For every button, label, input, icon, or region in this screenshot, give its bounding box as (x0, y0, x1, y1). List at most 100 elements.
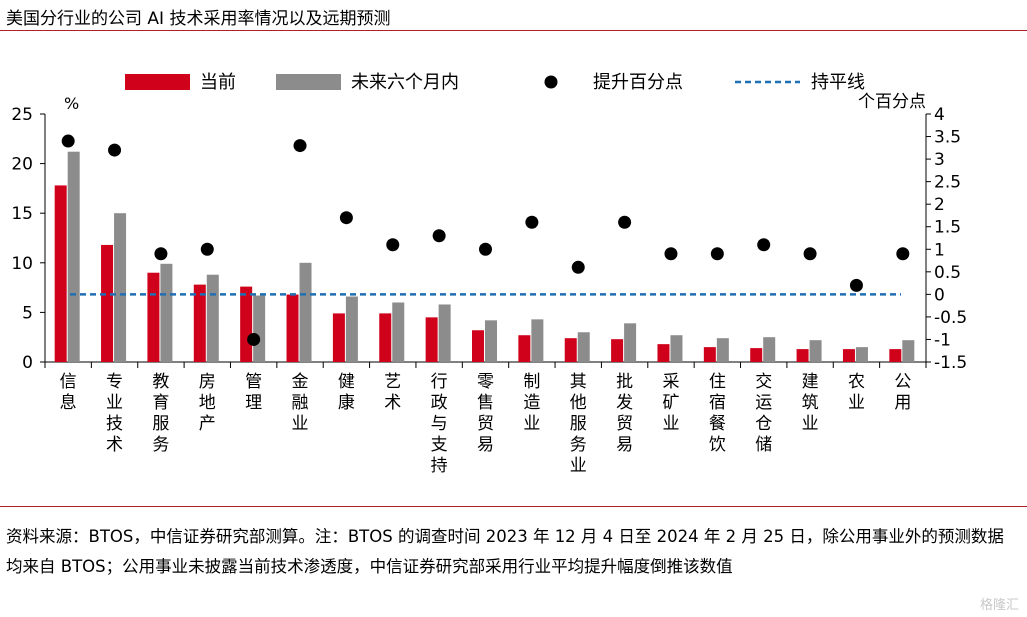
x-tick-label: 息 (60, 393, 77, 413)
x-tick-label: 地 (199, 393, 216, 413)
x-tick-label: 仓 (755, 414, 772, 434)
plot-area (54, 134, 915, 362)
bar-next-6-months (299, 262, 312, 362)
point-increase (61, 134, 75, 148)
bar-next-6-months (206, 274, 219, 362)
x-tick-label: 与 (431, 414, 448, 434)
x-tick-label: 矿 (662, 393, 679, 413)
legend-marker-increase (544, 75, 558, 89)
point-increase (525, 215, 539, 229)
point-increase (339, 211, 353, 225)
x-tick-label: 储 (755, 435, 772, 455)
bar-next-6-months (716, 338, 729, 362)
bar-next-6-months (902, 340, 915, 362)
footer-rule (0, 506, 1027, 507)
point-increase (803, 247, 817, 261)
point-increase (108, 143, 122, 157)
x-tick-label: 支 (431, 435, 448, 455)
legend-label-increase: 提升百分点 (593, 72, 683, 93)
x-tick-label: 餐 (709, 414, 726, 434)
point-increase (293, 139, 307, 153)
y-tick-label-right: -0.5 (934, 308, 967, 328)
bar-current (611, 339, 624, 362)
x-tick-label: 业 (523, 414, 540, 434)
y-tick-label-left: 10 (11, 254, 33, 274)
point-increase (154, 247, 168, 261)
y-axis-label-left: % (64, 94, 79, 113)
point-increase (479, 242, 492, 256)
x-tick-label: 制 (523, 372, 540, 392)
y-tick-label-right: 4 (934, 105, 945, 125)
x-tick-label: 交 (755, 372, 772, 392)
point-increase (664, 247, 678, 261)
x-tick-label: 行 (431, 372, 448, 392)
x-tick-label: 服 (152, 414, 169, 434)
x-tick-label: 采 (662, 372, 679, 392)
bar-next-6-months (855, 347, 868, 362)
x-tick-label: 他 (570, 393, 587, 413)
x-tick-label: 业 (292, 414, 309, 434)
bar-next-6-months (67, 151, 80, 362)
x-tick-label: 融 (292, 393, 309, 413)
x-tick-label: 零 (477, 372, 494, 392)
y-tick-label-right: 0.5 (934, 263, 961, 283)
x-tick-label: 管 (245, 372, 262, 392)
x-tick-label: 住 (709, 372, 726, 392)
bar-next-6-months (392, 302, 405, 362)
point-increase (386, 238, 400, 252)
source-note: 资料来源：BTOS，中信证券研究部测算。注：BTOS 的调查时间 2023 年 … (6, 527, 1004, 576)
point-increase (849, 278, 863, 292)
x-tick-label: 艺 (384, 372, 401, 392)
y-tick-label-right: 2.5 (934, 173, 961, 193)
y-tick-label-left: 15 (11, 204, 33, 224)
x-tick-label: 务 (152, 435, 169, 455)
x-tick-label: 持 (431, 456, 448, 476)
y-tick-label-right: 1.5 (934, 218, 961, 238)
bar-next-6-months (438, 304, 451, 362)
bar-next-6-months (763, 337, 776, 362)
x-tick-label: 业 (570, 456, 587, 476)
x-tick-label: 金 (292, 372, 309, 392)
x-tick-label: 育 (152, 393, 169, 413)
chart: 当前 未来六个月内 提升百分点 持平线 0510152025-1.5-1-0.500.… (11, 72, 967, 476)
x-tick-label: 业 (106, 393, 123, 413)
legend: 当前 未来六个月内 提升百分点 持平线 (125, 72, 865, 93)
x-tick-label: 服 (570, 414, 587, 434)
x-tick-label: 发 (616, 393, 633, 413)
point-increase (757, 238, 771, 252)
y-tick-label-right: 3 (934, 150, 945, 170)
bar-next-6-months (577, 332, 590, 362)
y-tick-label-left: 5 (22, 303, 33, 323)
bar-current (54, 185, 67, 362)
y-tick-label-right: 3.5 (934, 128, 961, 148)
x-tick-label: 政 (431, 393, 448, 413)
legend-swatch-next-6-months (276, 74, 341, 90)
x-tick-label: 造 (523, 393, 540, 413)
bar-current (889, 349, 902, 362)
x-tick-label: 其 (570, 372, 587, 392)
x-tick-label: 贸 (477, 414, 494, 434)
x-tick-label: 批 (616, 372, 633, 392)
point-increase (710, 247, 724, 261)
x-tick-label: 农 (848, 372, 865, 392)
point-increase (247, 332, 261, 346)
x-tick-label: 理 (245, 393, 262, 413)
bar-current (472, 330, 484, 362)
x-tick-label: 筑 (802, 393, 819, 413)
bar-current (796, 349, 809, 362)
y-tick-label-left: 20 (11, 155, 33, 175)
y-tick-label-right: 0 (934, 285, 945, 305)
y-tick-label-right: -1.5 (934, 353, 967, 373)
y-tick-label-right: -1 (934, 330, 951, 350)
x-tick-label: 产 (199, 414, 216, 434)
x-tick-label: 饮 (709, 435, 726, 455)
x-tick-label: 公 (894, 372, 911, 392)
x-tick-label: 康 (338, 393, 355, 413)
point-increase (618, 215, 632, 229)
x-tick-label: 房 (199, 372, 216, 392)
x-tick-label: 售 (477, 393, 494, 413)
point-increase (200, 242, 214, 256)
bar-current (286, 294, 299, 362)
legend-label-current: 当前 (200, 72, 236, 93)
x-tick-label: 术 (384, 393, 401, 413)
